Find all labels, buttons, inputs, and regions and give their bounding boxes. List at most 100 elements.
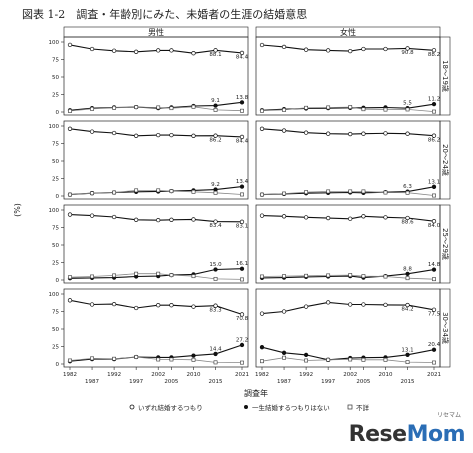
y-tick-label: 25	[52, 177, 59, 183]
data-point	[431, 219, 437, 224]
data-point	[191, 217, 196, 222]
data-point	[90, 106, 94, 111]
data-point	[348, 131, 353, 137]
col-header-female: 女性	[340, 27, 356, 37]
data-point	[431, 307, 437, 312]
data-label: 70.8	[236, 316, 249, 322]
row-header-label: 18〜19歳	[441, 60, 450, 92]
data-label: 13.1	[428, 179, 440, 185]
data-point	[68, 358, 72, 363]
data-point	[303, 47, 309, 52]
data-point	[111, 130, 117, 136]
data-point	[134, 217, 139, 222]
data-point	[432, 193, 436, 198]
data-point	[169, 106, 174, 111]
data-point	[213, 360, 218, 365]
data-point	[405, 131, 410, 136]
data-point	[405, 107, 410, 112]
y-tick-label: 100	[49, 208, 60, 214]
data-label: 90.8	[401, 50, 414, 56]
data-point	[259, 42, 265, 48]
data-label: 86.2	[428, 137, 440, 143]
data-point	[191, 189, 196, 194]
data-point	[239, 342, 245, 348]
data-label: 9.1	[211, 98, 220, 104]
data-point	[383, 302, 388, 308]
data-point	[431, 48, 437, 53]
data-point	[281, 44, 287, 50]
y-axis-label: (%)	[13, 203, 22, 217]
data-point	[67, 212, 73, 217]
x-tick-label: 1982	[63, 372, 77, 378]
data-point	[134, 355, 139, 359]
x-tick-label: 1987	[277, 379, 291, 385]
y-tick-label: 100	[49, 40, 60, 46]
data-point	[432, 109, 436, 114]
data-point	[213, 187, 218, 192]
x-tick-label: 2015	[209, 379, 223, 385]
y-tick-label: 0	[56, 362, 60, 368]
data-point	[134, 188, 139, 193]
panel-frame	[255, 288, 441, 368]
data-point	[191, 353, 196, 358]
panel-frame	[255, 204, 441, 284]
data-point	[361, 131, 366, 136]
y-tick-label: 100	[49, 124, 60, 130]
data-point	[111, 302, 117, 307]
data-point	[112, 356, 117, 361]
data-point	[90, 356, 94, 361]
data-point	[383, 215, 388, 220]
x-tick-label: 2002	[343, 372, 357, 378]
data-point	[169, 303, 174, 308]
data-point	[112, 190, 117, 195]
panel-frame	[255, 36, 441, 116]
data-point	[240, 108, 244, 113]
data-point	[281, 309, 287, 314]
data-label: 14.8	[428, 262, 441, 268]
data-point	[68, 275, 72, 280]
col-header-male: 男性	[148, 27, 164, 37]
data-point	[156, 303, 161, 308]
y-tick-label: 0	[56, 194, 60, 200]
data-point	[213, 219, 218, 224]
data-label: 13.8	[236, 95, 249, 101]
data-point	[348, 189, 353, 194]
data-label: 5.5	[403, 101, 412, 107]
data-point	[239, 50, 245, 56]
y-tick-label: 75	[52, 142, 59, 148]
data-point	[361, 302, 366, 307]
data-point	[282, 108, 286, 112]
data-point	[239, 266, 245, 271]
data-point	[259, 126, 265, 131]
data-point	[383, 46, 388, 52]
data-point	[213, 303, 218, 308]
data-label: 13.1	[401, 347, 413, 353]
data-label: 83.4	[209, 223, 222, 229]
data-label: 88.2	[428, 52, 440, 58]
data-point	[191, 274, 196, 279]
data-point	[326, 131, 331, 136]
legend-label: 一生結婚するつもりはない	[252, 403, 330, 412]
data-label: 86.2	[209, 137, 221, 143]
x-tick-label: 2005	[164, 379, 178, 385]
data-point	[431, 184, 437, 189]
data-point	[361, 46, 366, 52]
data-point	[405, 352, 410, 357]
data-point	[67, 42, 73, 48]
data-point	[112, 273, 117, 278]
data-point	[134, 305, 139, 311]
data-point	[239, 100, 245, 105]
data-point	[348, 357, 353, 362]
data-point	[156, 48, 161, 53]
data-point	[111, 214, 117, 220]
data-point	[169, 273, 174, 278]
y-tick-label: 50	[52, 75, 59, 81]
data-point	[134, 105, 139, 110]
data-point	[191, 133, 196, 138]
data-label: 11.2	[428, 97, 440, 103]
data-label: 16.1	[236, 261, 248, 267]
y-tick-label: 50	[52, 159, 59, 165]
x-tick-label: 2005	[356, 379, 370, 385]
data-point	[383, 190, 388, 195]
